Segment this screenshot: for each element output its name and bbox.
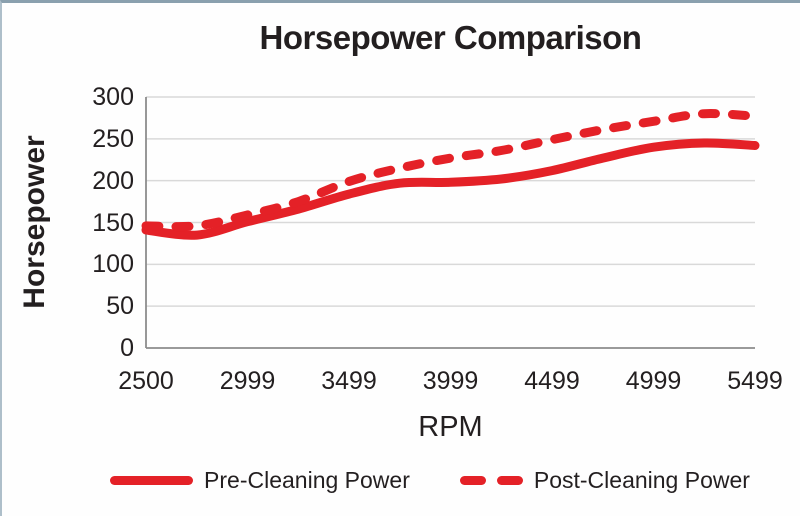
legend-label-pre-cleaning: Pre-Cleaning Power xyxy=(204,467,410,493)
x-tick-label: 4999 xyxy=(625,367,682,395)
legend-label-post-cleaning: Post-Cleaning Power xyxy=(533,467,750,493)
legend: Pre-Cleaning Power Post-Cleaning Power xyxy=(30,467,800,494)
x-tick-label: 2999 xyxy=(219,367,276,395)
y-tick-label: 250 xyxy=(92,124,134,153)
post-cleaning-line xyxy=(141,109,760,232)
post-cleaning-line-swatch xyxy=(459,476,523,485)
x-axis-title: RPM xyxy=(418,411,483,443)
x-tick-label: 3499 xyxy=(321,367,377,395)
dash-segment xyxy=(459,476,486,485)
y-tick-label: 0 xyxy=(120,334,134,362)
x-tick-label: 4499 xyxy=(524,367,580,395)
y-axis-title: Horsepower xyxy=(18,135,51,309)
x-tick-label: 5499 xyxy=(727,367,783,395)
y-tick-label: 150 xyxy=(92,208,134,237)
y-tick-label: 200 xyxy=(92,166,134,195)
dash-segment xyxy=(496,476,523,485)
chart-title: Horsepower Comparison xyxy=(259,19,642,56)
y-tick-label: 50 xyxy=(106,292,134,321)
plot-area xyxy=(141,96,760,349)
x-tick-label: 2500 xyxy=(118,367,174,395)
pre-cleaning-line xyxy=(141,138,760,240)
y-tick-label: 100 xyxy=(92,250,134,279)
y-tick-label: 300 xyxy=(92,83,134,111)
pre-cleaning-line-swatch xyxy=(110,476,194,485)
x-tick-label: 3999 xyxy=(422,367,479,395)
